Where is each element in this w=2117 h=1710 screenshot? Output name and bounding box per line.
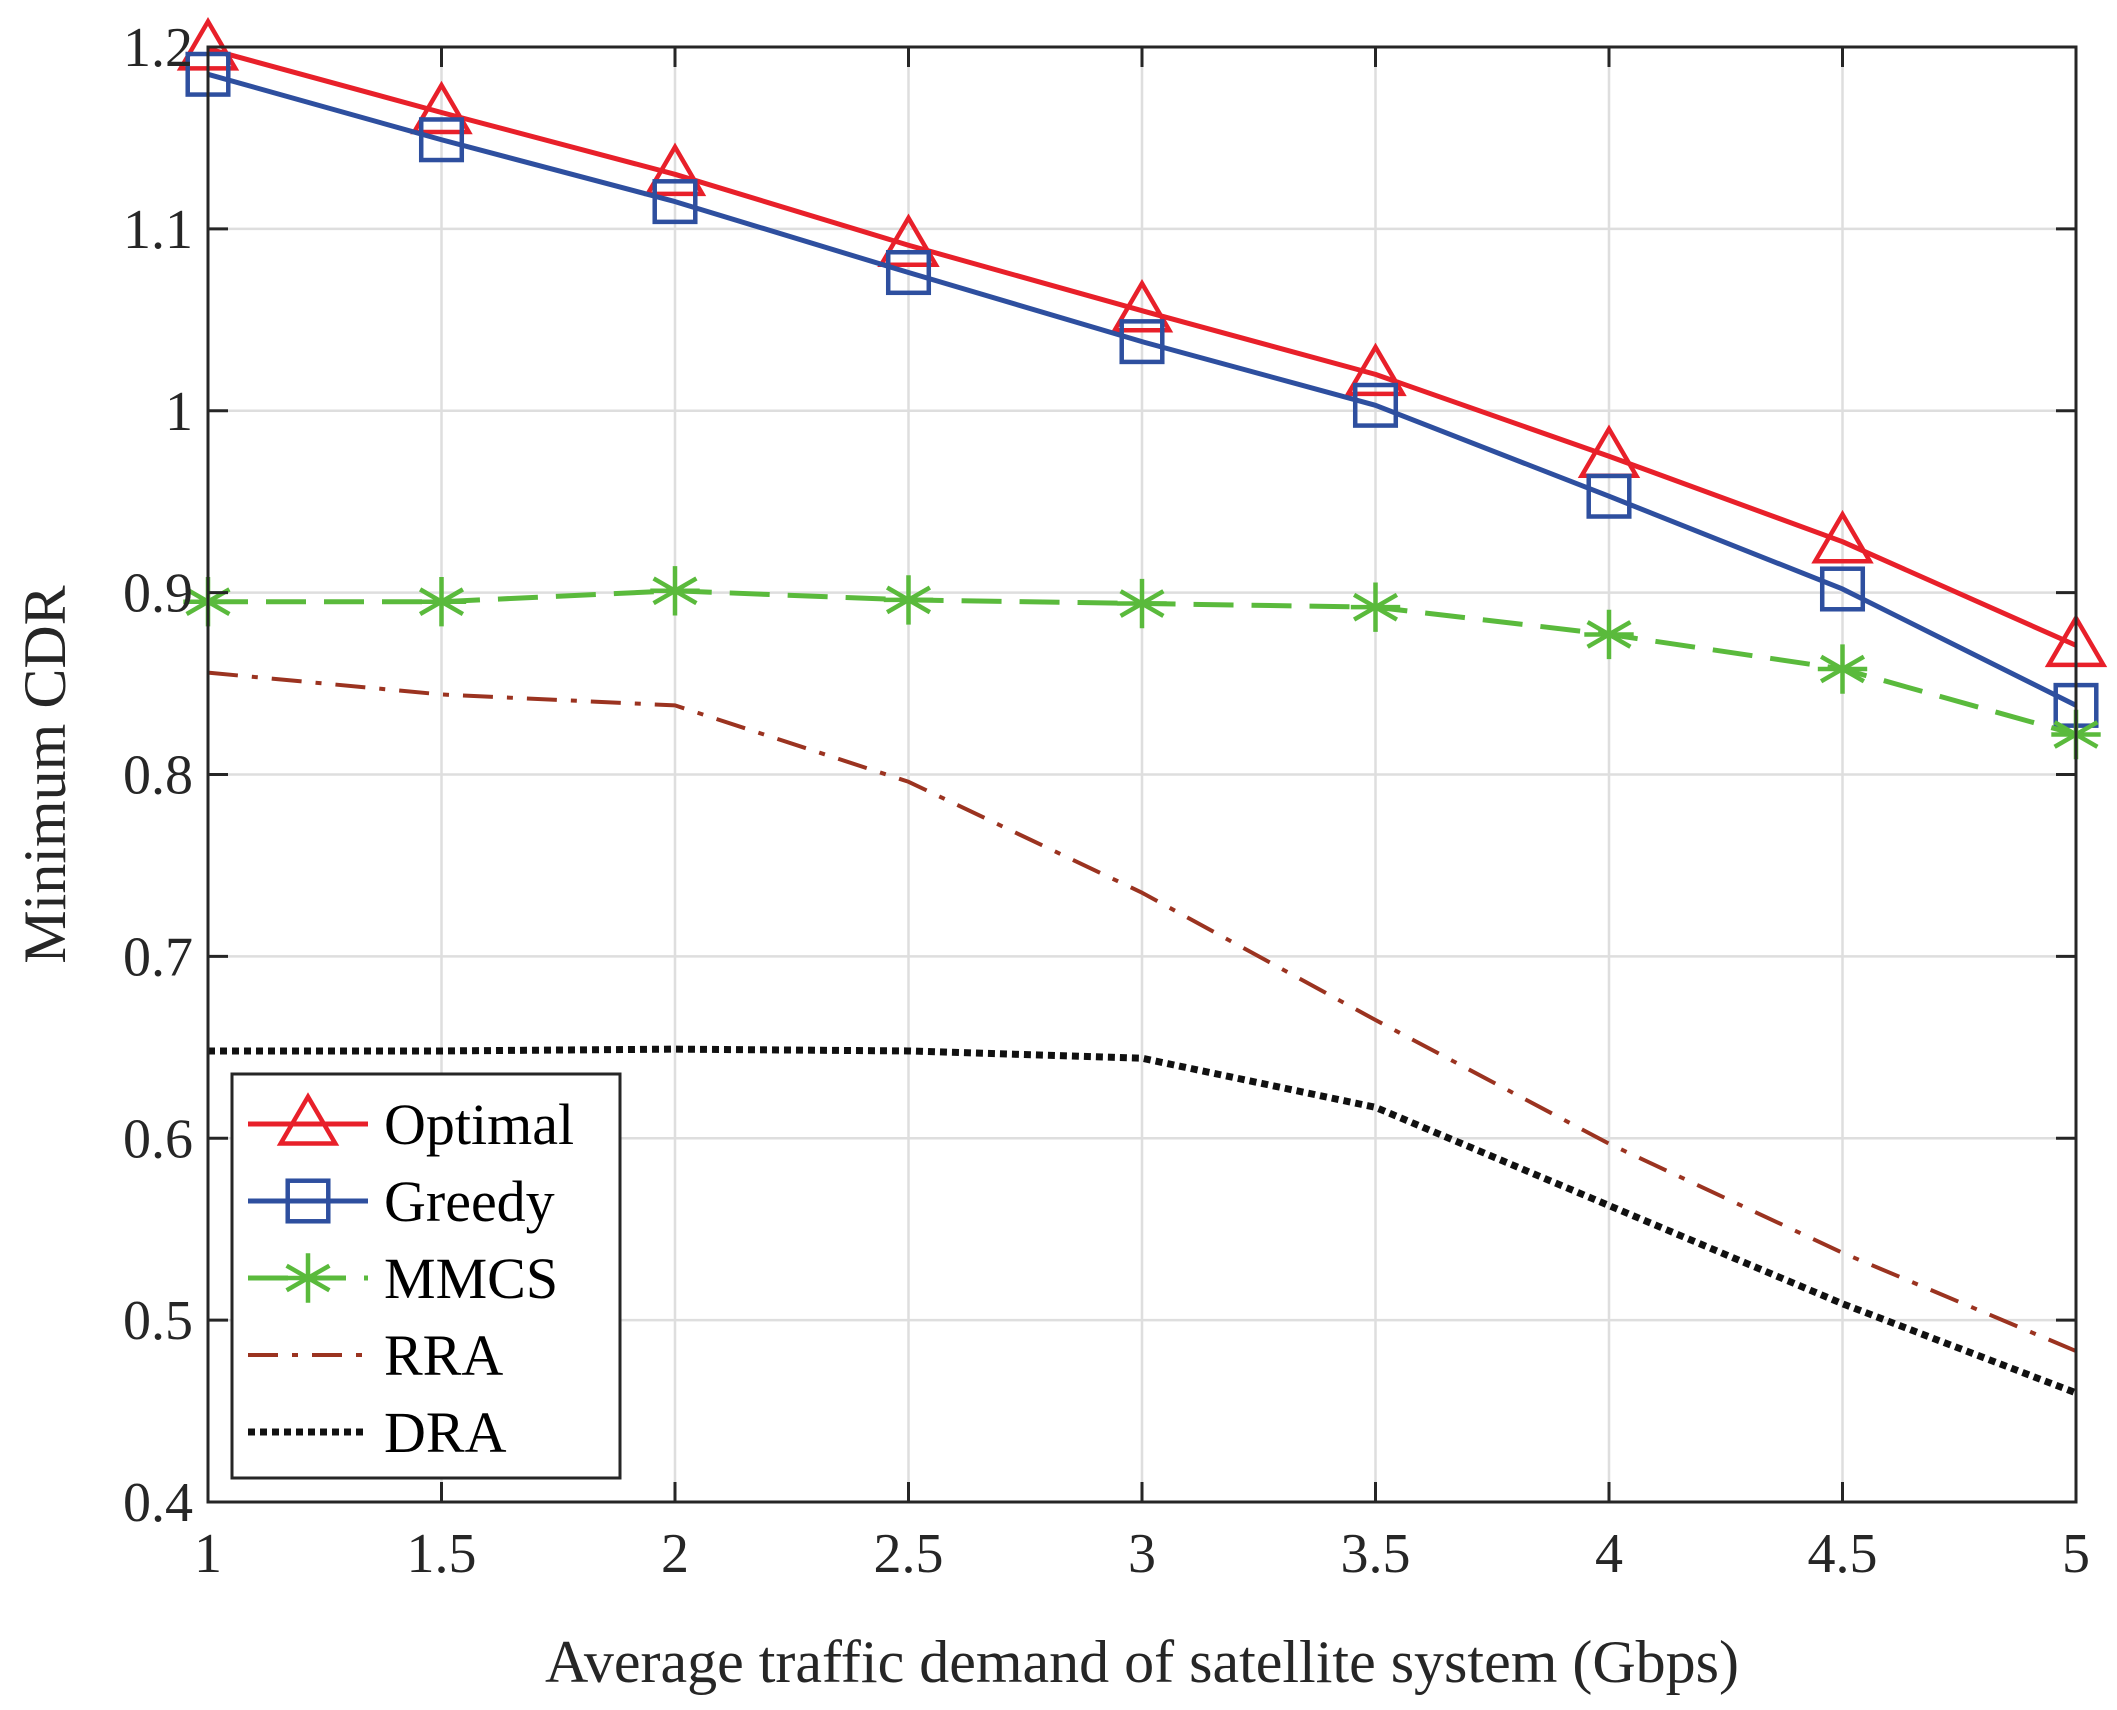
asterisk-marker (650, 566, 700, 616)
legend: Optimal Greedy MMCS RRA DRA (230, 1072, 622, 1480)
x-tick-label: 1 (194, 1523, 222, 1585)
asterisk-marker (1584, 609, 1634, 660)
triangle-marker (410, 80, 473, 135)
asterisk-marker (283, 1253, 333, 1303)
series-line-optimal (207, 46, 2078, 648)
x-tick-label: 3 (1128, 1523, 1156, 1585)
y-tick-label: 0.8 (123, 745, 193, 807)
y-tick-label: 0.9 (123, 563, 193, 625)
x-tick-label: 2.5 (874, 1523, 944, 1585)
asterisk-marker (1117, 578, 1167, 629)
y-tick-label: 0.5 (123, 1290, 193, 1352)
square-marker (1586, 473, 1632, 519)
series-rra (207, 670, 2077, 1353)
square-marker (1352, 382, 1399, 428)
x-tick-label: 2 (661, 1523, 689, 1585)
y-tick-label: 1.1 (123, 199, 193, 261)
square-marker (885, 249, 932, 296)
triangle-marker (1110, 278, 1174, 333)
series-layer (176, 17, 2108, 1397)
square-marker (1819, 566, 1866, 612)
asterisk-marker (1350, 582, 1401, 632)
legend-item-greedy: Greedy (248, 1169, 555, 1234)
asterisk-marker (1817, 644, 1868, 694)
x-tick-label: 4 (1595, 1523, 1623, 1585)
axis-ticks: 1 1.5 2 2.5 3 3.5 4 4.5 5 0.4 0.5 0.6 0.7 0.8 0.9 1 1.1 1… (123, 17, 2090, 1585)
triangle-marker (1811, 509, 1874, 564)
legend-label: MMCS (384, 1246, 558, 1311)
y-tick-label: 0.6 (123, 1108, 193, 1170)
legend-label: RRA (384, 1323, 503, 1388)
triangle-marker (276, 1092, 340, 1146)
square-marker (285, 1178, 331, 1224)
y-axis-title: Minimum CDR (12, 585, 78, 963)
asterisk-marker (416, 577, 467, 627)
legend-item-dra: DRA (248, 1400, 507, 1465)
square-marker (652, 179, 698, 225)
y-tick-label: 1.2 (123, 17, 193, 79)
series-line-rra (207, 670, 2077, 1353)
series-greedy (185, 51, 2099, 728)
y-tick-label: 0.4 (123, 1472, 193, 1534)
x-tick-label: 5 (2062, 1523, 2090, 1585)
legend-item-rra: RRA (248, 1323, 503, 1388)
triangle-marker (877, 213, 940, 267)
x-tick-label: 4.5 (1808, 1523, 1878, 1585)
x-tick-label: 1.5 (407, 1523, 477, 1585)
square-marker (1119, 319, 1165, 365)
y-tick-label: 0.7 (123, 926, 193, 988)
triangle-marker (643, 142, 707, 197)
legend-label: Greedy (384, 1169, 555, 1234)
legend-item-mmcs: MMCS (248, 1246, 558, 1311)
x-tick-label: 3.5 (1341, 1523, 1411, 1585)
legend-item-optimal: Optimal (248, 1092, 574, 1157)
x-axis-title: Average traffic demand of satellite syst… (545, 1629, 1739, 1695)
y-tick-label: 1 (165, 381, 193, 443)
legend-label: Optimal (384, 1092, 574, 1157)
asterisk-marker (883, 575, 934, 625)
triangle-marker (1344, 342, 1407, 397)
legend-label: DRA (384, 1400, 507, 1465)
square-marker (418, 117, 465, 163)
series-line-greedy (207, 71, 2078, 708)
